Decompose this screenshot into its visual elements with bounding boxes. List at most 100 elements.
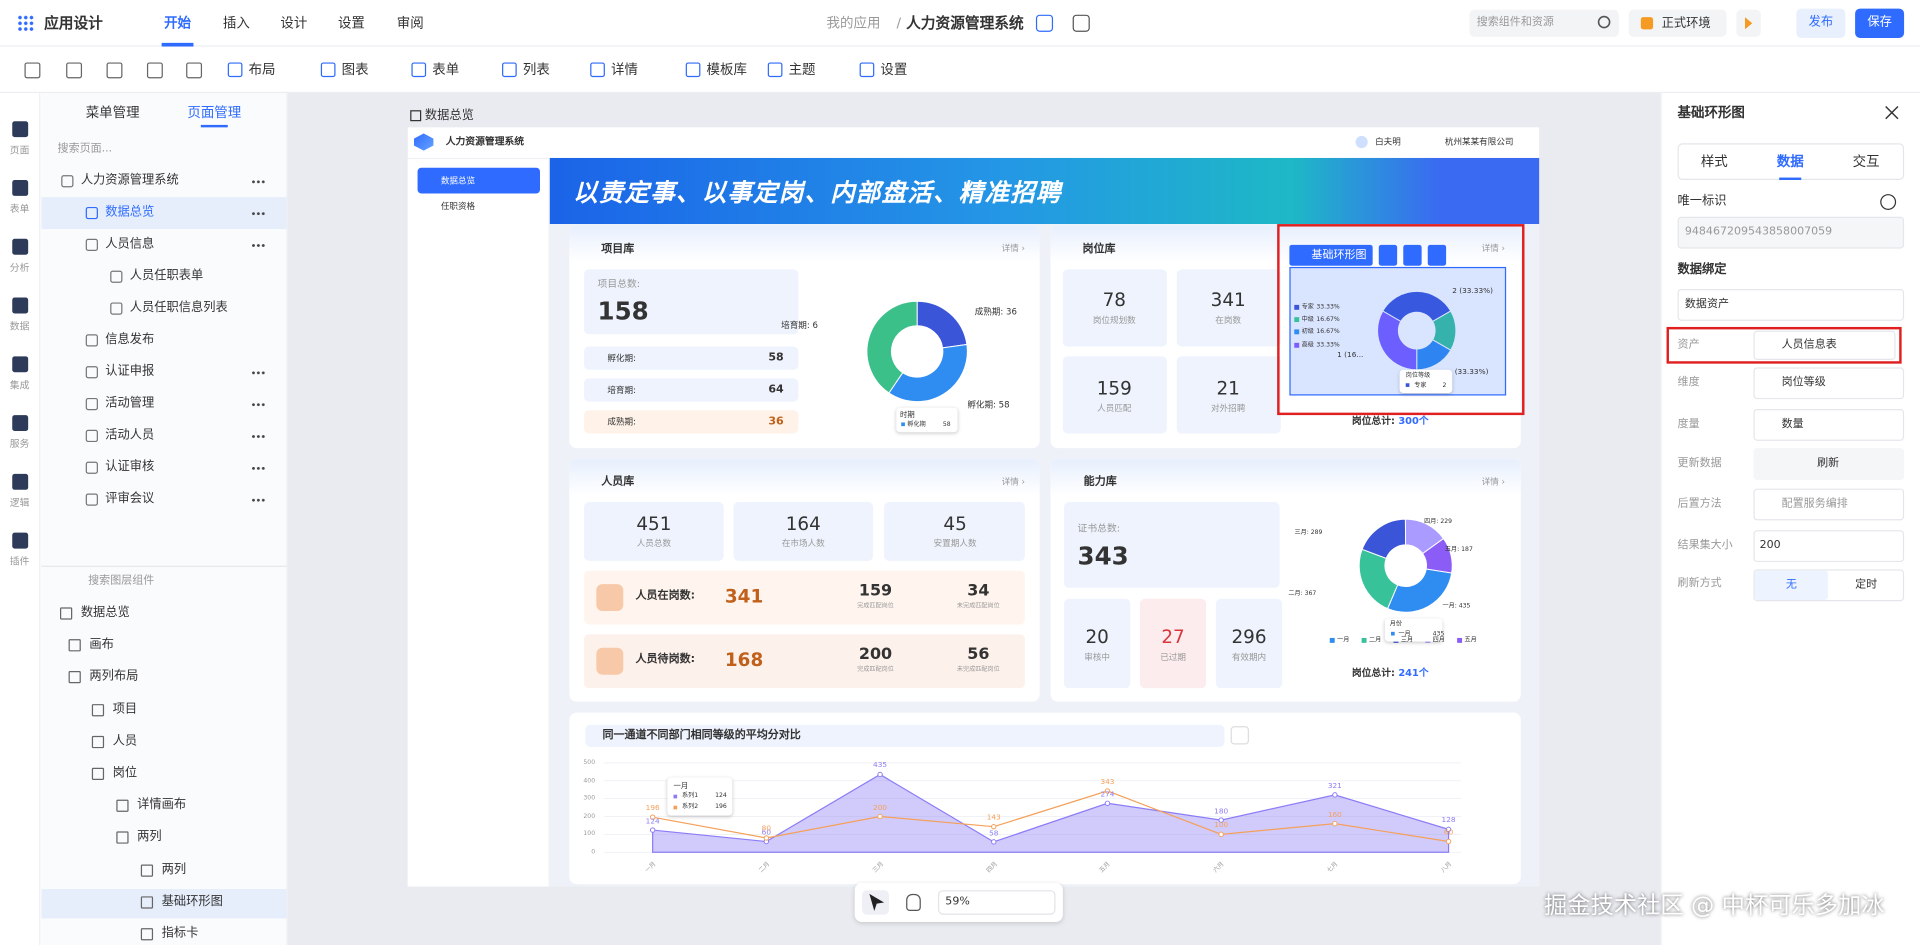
segment-active[interactable] <box>1754 570 1829 601</box>
panel-tab[interactable]: 菜单管理 <box>85 104 140 121</box>
field-value[interactable]: 配置服务编排 <box>1781 497 1848 511</box>
layer-item[interactable]: 指标卡 <box>161 926 199 941</box>
dropdown[interactable] <box>1230 726 1249 745</box>
tool-icon[interactable] <box>24 62 41 79</box>
page-item[interactable]: 评审会议 <box>105 492 155 506</box>
field-box[interactable] <box>1753 367 1905 400</box>
publish-button[interactable]: 发布 <box>1808 15 1834 30</box>
layer-item[interactable]: 两列布局 <box>89 670 139 684</box>
search-box[interactable] <box>1469 9 1619 37</box>
rail-icon[interactable] <box>12 238 29 255</box>
page-item[interactable]: 认证申报 <box>105 364 155 379</box>
page-item[interactable]: 活动管理 <box>105 396 155 411</box>
menu-tab[interactable]: 设计 <box>280 15 308 32</box>
search-placeholder[interactable]: 搜索组件和资源 <box>1476 16 1554 29</box>
more-icon[interactable] <box>251 180 266 184</box>
save-button[interactable]: 保存 <box>1867 15 1892 30</box>
page-item[interactable]: 人员任职表单 <box>129 269 204 283</box>
menu-tab[interactable]: 审阅 <box>396 15 424 32</box>
menu-tab[interactable]: 设置 <box>337 15 365 32</box>
menu-active[interactable] <box>417 167 541 194</box>
segment-option[interactable]: 无 <box>1785 578 1797 591</box>
rail-label[interactable]: 逻辑 <box>9 497 30 509</box>
page-item[interactable]: 信息发布 <box>105 333 155 347</box>
breadcrumb[interactable]: 我的应用 <box>826 15 881 32</box>
app-icon[interactable] <box>1072 14 1090 32</box>
detail-link[interactable]: 详情 › <box>1001 477 1025 488</box>
zoom-value[interactable]: 59% <box>945 895 970 909</box>
rail-label[interactable]: 表单 <box>9 203 30 215</box>
toolbar-button[interactable]: 表单 <box>432 61 460 78</box>
rail-icon[interactable] <box>12 180 29 196</box>
field-value[interactable]: 岗位等级 <box>1781 376 1826 389</box>
page-item[interactable]: 人力资源管理系统 <box>80 173 179 188</box>
detail-link[interactable]: 详情 › <box>1481 477 1505 488</box>
layer-item[interactable]: 画布 <box>89 638 114 652</box>
page-search[interactable]: 搜索页面... <box>57 142 113 156</box>
source-select[interactable] <box>1677 288 1905 321</box>
more-icon[interactable] <box>251 434 266 439</box>
action-button[interactable] <box>1427 244 1447 266</box>
pointer-icon[interactable] <box>869 893 885 912</box>
tool-icon[interactable] <box>66 62 83 79</box>
rail-icon[interactable] <box>12 473 29 490</box>
tool-icon[interactable] <box>106 62 123 79</box>
toolbar-button[interactable]: 详情 <box>611 61 638 78</box>
field-value[interactable]: 数量 <box>1781 418 1804 431</box>
rail-icon[interactable] <box>12 532 29 549</box>
panel-tab[interactable]: 数据 <box>1776 153 1804 170</box>
field-box[interactable] <box>1753 488 1905 521</box>
close-icon[interactable] <box>1885 106 1899 120</box>
toolbar-button[interactable]: 主题 <box>788 61 816 78</box>
toolbar-button[interactable]: 布局 <box>248 61 276 78</box>
panel-tab[interactable]: 样式 <box>1700 153 1728 170</box>
rail-label[interactable]: 数据 <box>9 321 30 333</box>
page-item[interactable]: 人员信息 <box>105 237 155 252</box>
publish-button[interactable] <box>1796 8 1846 38</box>
more-icon[interactable] <box>251 243 266 248</box>
detail-link[interactable]: 详情 › <box>1001 243 1025 254</box>
search-icon[interactable] <box>1597 15 1611 29</box>
nav-item[interactable]: 数据总览 <box>440 176 476 186</box>
layer-item[interactable]: 详情画布 <box>137 798 187 813</box>
menu-tab[interactable]: 插入 <box>222 15 250 32</box>
more-icon[interactable] <box>251 466 266 471</box>
layer-item[interactable]: 人员 <box>112 734 138 748</box>
rail-label[interactable]: 集成 <box>9 379 30 391</box>
panel-tab[interactable]: 页面管理 <box>187 104 242 121</box>
help-icon[interactable] <box>1880 194 1897 211</box>
more-icon[interactable] <box>251 371 266 375</box>
select-value[interactable]: 数据资产 <box>1684 298 1729 311</box>
asset-select[interactable] <box>1753 330 1896 361</box>
page-item[interactable]: 数据总览 <box>105 205 155 220</box>
action-button[interactable] <box>1403 244 1422 266</box>
page-item[interactable]: 活动人员 <box>105 428 155 443</box>
toolbar-button[interactable]: 图表 <box>341 61 369 78</box>
rail-label[interactable]: 插件 <box>9 556 30 568</box>
more-icon[interactable] <box>251 211 266 216</box>
rail-icon[interactable] <box>12 415 29 432</box>
segmented[interactable] <box>1753 569 1905 602</box>
refresh-button[interactable]: 刷新 <box>1817 457 1840 470</box>
toolbar-button[interactable]: 模板库 <box>706 61 747 78</box>
save-button[interactable] <box>1855 8 1905 38</box>
field-value[interactable]: 人员信息表 <box>1781 338 1837 351</box>
zoom-select[interactable] <box>937 890 1056 915</box>
rail-icon[interactable] <box>12 297 29 314</box>
layer-item[interactable]: 两列 <box>161 862 187 877</box>
layer-item[interactable]: 数据总览 <box>80 606 130 620</box>
tool-icon[interactable] <box>186 62 203 79</box>
nav-item[interactable]: 任职资格 <box>440 201 476 212</box>
segment-option[interactable]: 定时 <box>1855 578 1878 591</box>
rail-icon[interactable] <box>12 121 29 138</box>
toolbar-button[interactable]: 设置 <box>880 61 908 78</box>
layer-item[interactable]: 岗位 <box>112 766 138 781</box>
field-box[interactable] <box>1753 448 1905 481</box>
detail-link[interactable]: 详情 › <box>1481 243 1505 254</box>
layer-item[interactable]: 两列 <box>137 830 162 845</box>
page-item[interactable]: 认证审核 <box>105 460 155 474</box>
layer-item[interactable]: 基础环形图 <box>161 894 223 909</box>
panel-tab[interactable]: 交互 <box>1852 153 1880 170</box>
field-box[interactable] <box>1753 408 1905 441</box>
hand-tool[interactable] <box>906 893 921 912</box>
